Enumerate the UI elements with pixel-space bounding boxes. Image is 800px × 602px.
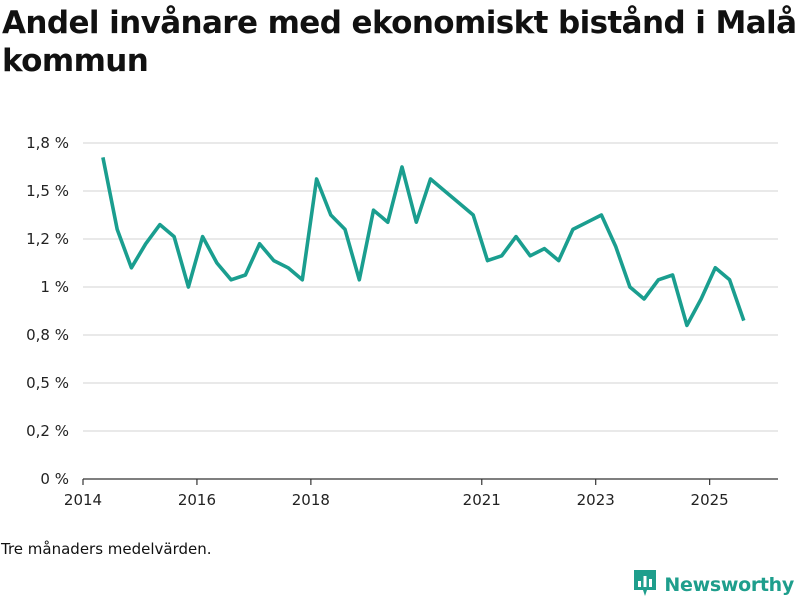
x-tick-label: 2018 (292, 491, 330, 509)
y-tick-label: 0 % (40, 470, 69, 488)
brand-name: Newsworthy (664, 574, 794, 596)
footnote: Tre månaders medelvärden. (1, 540, 212, 558)
y-tick-label: 1,8 % (26, 134, 69, 152)
x-tick-label: 2025 (691, 491, 729, 509)
bar-chart-logo-icon (632, 568, 658, 602)
series-layer (103, 157, 744, 325)
x-tick-label: 2023 (577, 491, 615, 509)
y-tick-label: 1 % (40, 278, 69, 296)
y-tick-label: 1,5 % (26, 182, 69, 200)
y-tick-label: 0,5 % (26, 374, 69, 392)
y-axis-ticks: 0 % 0,2 % 0,5 % 0,8 % 1 % 1,2 % 1,5 % 1,8 % (26, 134, 69, 488)
y-tick-label: 0,2 % (26, 422, 69, 440)
x-axis-ticks: 2014 2016 2018 2021 2023 2025 (64, 479, 729, 509)
x-tick-label: 2014 (64, 491, 102, 509)
x-tick-label: 2016 (178, 491, 216, 509)
y-tick-label: 1,2 % (26, 230, 69, 248)
series-line (103, 157, 744, 325)
y-tick-label: 0,8 % (26, 326, 69, 344)
x-tick-label: 2021 (463, 491, 501, 509)
brand-logo[interactable]: Newsworthy (632, 569, 794, 601)
